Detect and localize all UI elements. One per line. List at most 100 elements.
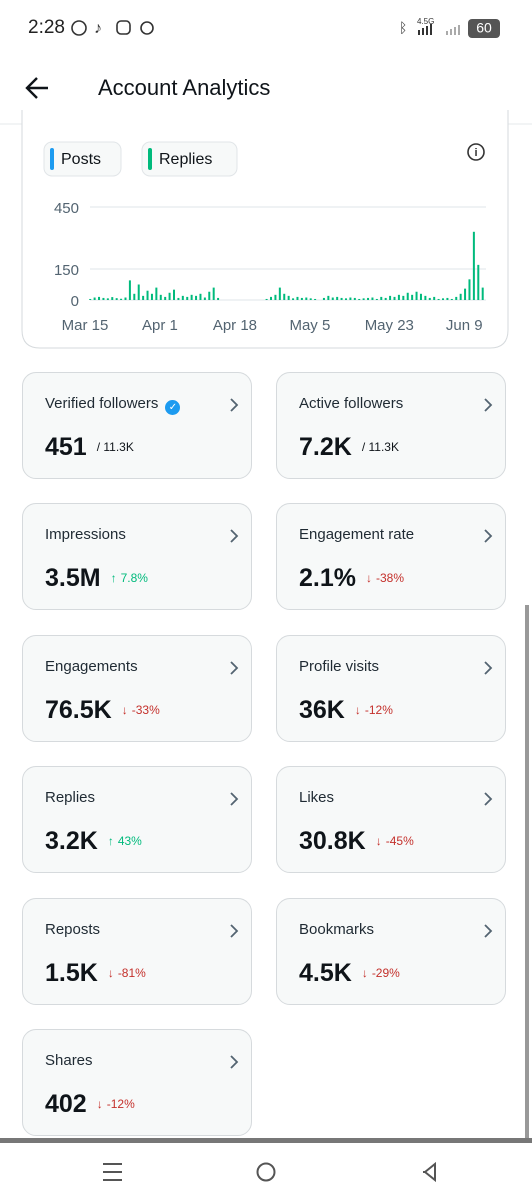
metric-label: Impressions: [45, 526, 126, 544]
chevron: [230, 792, 239, 806]
bar: [173, 289, 175, 300]
metric-change: ↓ -12%: [97, 1097, 135, 1111]
metric-card[interactable]: Shares 402 ↓ -12%: [22, 1029, 252, 1136]
x-tick-label: Jun 9: [446, 317, 483, 334]
bar: [142, 295, 145, 300]
metric-label: Engagement rate: [299, 526, 415, 544]
bar: [340, 297, 343, 300]
bar: [115, 298, 118, 300]
nav-back[interactable]: [423, 1161, 436, 1183]
change-arrow: ↓: [107, 965, 114, 980]
chevron: [230, 398, 239, 412]
bar: [283, 293, 286, 300]
bar: [159, 294, 162, 300]
info-icon[interactable]: [467, 143, 485, 161]
legend-item[interactable]: [43, 141, 122, 177]
verified-badge: ✓: [165, 400, 181, 415]
bar: [322, 297, 325, 300]
nav-recent[interactable]: [103, 1163, 122, 1181]
back-button[interactable]: [25, 77, 48, 99]
bar: [415, 291, 418, 300]
bar: [274, 294, 277, 300]
bar: [481, 287, 484, 300]
nav-bar: [103, 1161, 436, 1183]
metric-number: 36K: [299, 695, 345, 724]
bar: [89, 298, 92, 300]
change-arrow: ↓: [121, 702, 128, 717]
change-value: -81%: [117, 965, 146, 980]
nav-home[interactable]: [256, 1162, 276, 1182]
x-tick-label: Apr 1: [142, 317, 178, 334]
metric-label: Reposts: [45, 920, 101, 938]
change-value: -29%: [371, 965, 400, 980]
change-value: -12%: [364, 702, 393, 717]
bar: [411, 294, 414, 300]
chevron: [484, 661, 493, 675]
chevron: [230, 1055, 239, 1069]
bar: [349, 297, 352, 300]
metric-value: 3.2K ↑ 43%: [45, 827, 142, 856]
change-value: 7.8%: [120, 571, 148, 586]
scrollbar: [525, 605, 529, 1140]
metric-label: Likes: [299, 789, 335, 807]
metric-value: 451 / 11.3K: [45, 433, 134, 462]
metric-number: 3.2K: [45, 827, 98, 856]
metric-card[interactable]: Impressions 3.5M ↑ 7.8%: [22, 503, 252, 611]
bar: [177, 297, 180, 300]
metric-total: / 11.3K: [96, 440, 134, 454]
signal-icon-2: [446, 25, 460, 35]
y-tick-label: 0: [71, 293, 79, 310]
metric-card[interactable]: Engagements 76.5K ↓ -33%: [22, 634, 252, 742]
legend-item[interactable]: [141, 141, 238, 177]
metric-label: Engagements: [45, 657, 138, 675]
info-icon-glyph: i: [474, 147, 477, 159]
metric-card[interactable]: Engagement rate 2.1% ↓ -38%: [276, 503, 506, 611]
metric-number: 2.1%: [299, 564, 356, 593]
chevron: [484, 398, 493, 412]
metric-card[interactable]: Profile visits 36K ↓ -12%: [276, 634, 506, 742]
metric-number: 4.5K: [299, 958, 352, 987]
bar: [477, 264, 480, 300]
bar: [309, 298, 312, 300]
metric-value: 76.5K ↓ -33%: [45, 696, 160, 725]
metric-number: 76.5K: [45, 695, 112, 724]
signal-icon: [418, 24, 432, 35]
bluetooth-icon: ᛒ: [399, 20, 407, 36]
bar: [305, 297, 308, 300]
metric-change: ↓ -45%: [376, 834, 414, 848]
metric-card[interactable]: Reposts 1.5K ↓ -81%: [22, 897, 252, 1005]
metric-value: 7.2K / 11.3K: [299, 433, 399, 462]
metric-value: 1.5K ↓ -81%: [45, 959, 146, 988]
y-tick-label: 450: [54, 200, 79, 217]
change-value: -12%: [106, 1097, 135, 1111]
bar: [199, 293, 202, 300]
change-arrow: ↓: [375, 834, 382, 849]
metric-card[interactable]: Likes 30.8K ↓ -45%: [276, 766, 506, 874]
change-value: 43%: [117, 834, 142, 849]
bar: [455, 296, 458, 300]
x-tick-label: Apr 18: [213, 317, 257, 334]
bar: [472, 231, 475, 300]
x-tick-label: Mar 15: [62, 317, 109, 334]
metric-change: ↓ -12%: [355, 703, 393, 717]
status-time: 2:28: [28, 17, 65, 38]
change-arrow: ↓: [365, 571, 372, 586]
bar: [270, 296, 273, 300]
bar: [419, 293, 422, 300]
metric-card[interactable]: Replies 3.2K ↑ 43%: [22, 766, 252, 874]
metric-number: 402: [45, 1090, 87, 1118]
metric-card[interactable]: Bookmarks 4.5K ↓ -29%: [276, 897, 506, 1005]
change-arrow: ↑: [107, 834, 114, 849]
metric-card[interactable]: Active followers 7.2K / 11.3K: [276, 372, 506, 479]
metric-card[interactable]: Verified followers ✓ 451 / 11.3K: [22, 372, 252, 479]
bar: [406, 292, 409, 300]
bar: [402, 295, 405, 300]
bar: [428, 297, 431, 300]
bar: [186, 296, 189, 300]
metric-change: ↓ -33%: [122, 703, 160, 717]
chevron: [230, 661, 239, 675]
metric-label: Bookmarks: [299, 920, 375, 938]
battery-level: 60: [476, 20, 492, 36]
